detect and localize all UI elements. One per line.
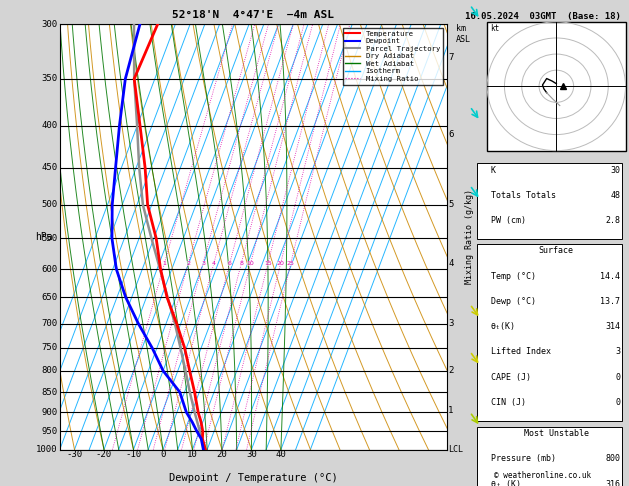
Text: Totals Totals: Totals Totals [491, 191, 555, 200]
Text: Lifted Index: Lifted Index [491, 347, 550, 357]
Text: 52°18'N  4°47'E  −4m ASL: 52°18'N 4°47'E −4m ASL [172, 10, 334, 20]
Text: 350: 350 [42, 74, 58, 83]
Text: 3: 3 [615, 347, 620, 357]
FancyBboxPatch shape [477, 427, 622, 486]
Text: 3: 3 [448, 319, 454, 328]
Text: -10: -10 [125, 450, 142, 459]
Text: km
ASL: km ASL [456, 24, 471, 44]
Text: 4: 4 [448, 259, 454, 268]
Text: 800: 800 [42, 366, 58, 375]
Text: 750: 750 [42, 344, 58, 352]
Text: 8: 8 [240, 260, 243, 266]
Text: 3: 3 [201, 260, 205, 266]
Text: 300: 300 [42, 20, 58, 29]
Text: 40: 40 [276, 450, 286, 459]
Text: 10: 10 [247, 260, 255, 266]
Text: 14.4: 14.4 [600, 272, 620, 281]
Text: 400: 400 [42, 122, 58, 130]
Text: 20: 20 [216, 450, 227, 459]
Text: © weatheronline.co.uk: © weatheronline.co.uk [494, 471, 591, 480]
Text: 900: 900 [42, 408, 58, 417]
Text: K: K [491, 166, 496, 175]
Text: 30: 30 [610, 166, 620, 175]
Text: PW (cm): PW (cm) [491, 216, 526, 226]
FancyBboxPatch shape [487, 22, 626, 151]
Text: Pressure (mb): Pressure (mb) [491, 454, 555, 464]
Text: 2.8: 2.8 [605, 216, 620, 226]
Text: Mixing Ratio (g/kg): Mixing Ratio (g/kg) [465, 190, 474, 284]
Text: 30: 30 [246, 450, 257, 459]
Text: 0: 0 [160, 450, 165, 459]
Text: 1000: 1000 [36, 445, 58, 454]
Text: 700: 700 [42, 319, 58, 328]
Text: 2: 2 [186, 260, 191, 266]
Text: 13.7: 13.7 [600, 297, 620, 306]
Text: θₜ(K): θₜ(K) [491, 322, 516, 331]
Text: CAPE (J): CAPE (J) [491, 373, 531, 382]
Text: 4: 4 [212, 260, 216, 266]
Text: 0: 0 [615, 398, 620, 407]
Legend: Temperature, Dewpoint, Parcel Trajectory, Dry Adiabat, Wet Adiabat, Isotherm, Mi: Temperature, Dewpoint, Parcel Trajectory… [343, 28, 443, 85]
Text: 20: 20 [277, 260, 285, 266]
Text: 314: 314 [605, 322, 620, 331]
Text: 1: 1 [448, 406, 454, 415]
Text: -20: -20 [96, 450, 112, 459]
Text: 5: 5 [448, 200, 454, 209]
Text: 25: 25 [287, 260, 295, 266]
Text: 0: 0 [615, 373, 620, 382]
Text: kt: kt [491, 24, 500, 34]
Text: -30: -30 [67, 450, 82, 459]
Text: 10: 10 [187, 450, 198, 459]
Text: 600: 600 [42, 264, 58, 274]
Text: 800: 800 [605, 454, 620, 464]
Text: 950: 950 [42, 427, 58, 436]
Text: Temp (°C): Temp (°C) [491, 272, 536, 281]
Text: 48: 48 [610, 191, 620, 200]
Text: 500: 500 [42, 200, 58, 209]
Text: Most Unstable: Most Unstable [524, 429, 589, 438]
Text: CIN (J): CIN (J) [491, 398, 526, 407]
Text: Surface: Surface [539, 246, 574, 256]
Text: 850: 850 [42, 388, 58, 397]
Text: LCL: LCL [448, 445, 463, 454]
Text: 450: 450 [42, 163, 58, 172]
Text: Dewpoint / Temperature (°C): Dewpoint / Temperature (°C) [169, 473, 338, 483]
Text: 7: 7 [448, 53, 454, 63]
Text: 15: 15 [264, 260, 272, 266]
FancyBboxPatch shape [477, 163, 622, 239]
Text: 2: 2 [448, 366, 454, 375]
Text: 1: 1 [162, 260, 167, 266]
Text: 16.05.2024  03GMT  (Base: 18): 16.05.2024 03GMT (Base: 18) [465, 12, 620, 21]
FancyBboxPatch shape [477, 244, 622, 421]
Text: 316: 316 [605, 480, 620, 486]
Text: 6: 6 [448, 130, 454, 139]
Text: Dewp (°C): Dewp (°C) [491, 297, 536, 306]
Text: hPa: hPa [35, 232, 53, 242]
Text: 6: 6 [228, 260, 231, 266]
Text: θₜ (K): θₜ (K) [491, 480, 521, 486]
Text: 650: 650 [42, 293, 58, 302]
Text: 550: 550 [42, 234, 58, 243]
